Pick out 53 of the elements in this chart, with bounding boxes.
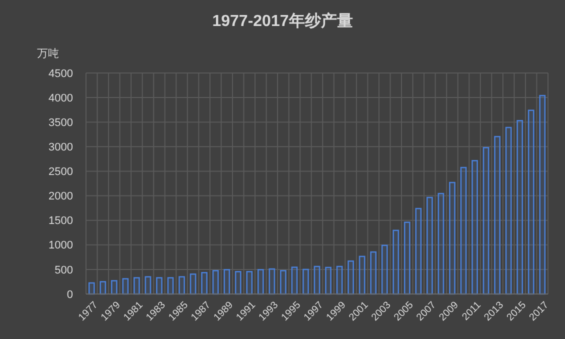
bar [291, 266, 298, 295]
bar [336, 266, 343, 295]
bar [234, 271, 242, 295]
y-tick-label: 0 [66, 288, 73, 301]
y-tick-label: 1500 [48, 215, 73, 228]
bar [381, 244, 388, 295]
bar [201, 272, 208, 295]
bar [449, 182, 456, 295]
bar [134, 277, 140, 295]
bar [88, 282, 95, 295]
bar [415, 208, 422, 295]
y-tick-label: 500 [54, 264, 73, 276]
y-tick-label: 2500 [48, 166, 73, 178]
bar [100, 281, 106, 295]
bar [246, 271, 253, 295]
bar [392, 230, 400, 295]
bar [257, 269, 264, 295]
bar [426, 196, 433, 295]
y-tick-label: 3500 [48, 116, 73, 129]
y-tick-label: 3000 [48, 142, 73, 154]
chart-title: 1977-2017年纱产量 [212, 12, 353, 30]
bar [178, 276, 185, 295]
bar [528, 110, 534, 295]
y-axis-title: 万吨 [37, 47, 59, 60]
bar [268, 268, 276, 295]
bar [494, 136, 500, 295]
bar [167, 277, 174, 295]
bar [358, 256, 366, 295]
bar [505, 126, 512, 295]
bar [539, 94, 546, 295]
bar [314, 266, 320, 295]
bar [348, 260, 354, 295]
y-tick-label: 4500 [48, 68, 73, 80]
bar [460, 166, 467, 295]
y-tick-label: 4000 [48, 92, 73, 104]
bar [302, 268, 309, 295]
bar [482, 147, 490, 295]
bar [472, 160, 478, 295]
bar [110, 280, 118, 295]
bar [190, 273, 196, 295]
bar [224, 269, 230, 295]
bar [280, 270, 286, 295]
y-tick-label: 2000 [48, 190, 73, 203]
bar [370, 251, 377, 295]
bar [144, 276, 152, 295]
bar [516, 120, 524, 295]
bar [404, 222, 410, 295]
bar [212, 270, 219, 295]
bar [438, 192, 444, 295]
bar [156, 277, 162, 295]
y-tick-label: 1000 [48, 240, 73, 252]
bar [325, 266, 332, 295]
bar [122, 278, 129, 295]
